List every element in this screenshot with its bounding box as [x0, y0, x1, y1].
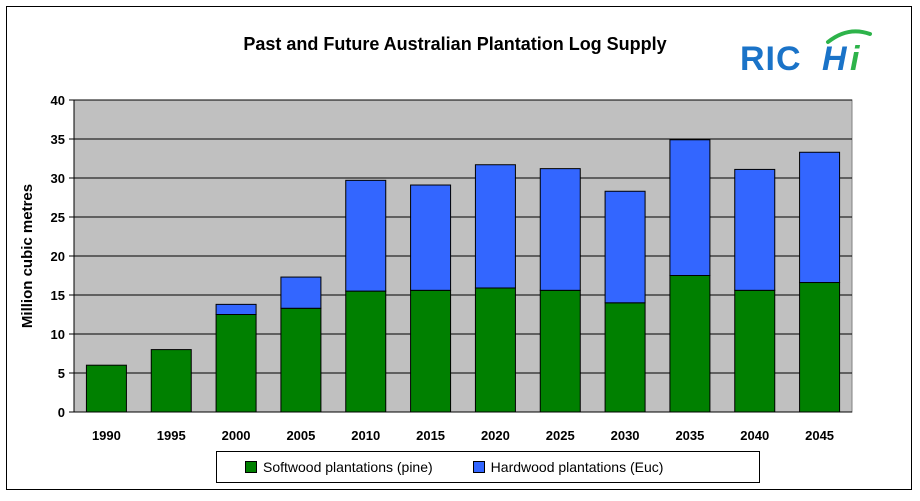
bar-hardwood — [799, 151, 841, 284]
y-tick-label: 35 — [51, 132, 65, 147]
y-tick-label: 0 — [58, 405, 65, 420]
x-tick-label: 1990 — [92, 428, 121, 443]
bar-hardwood — [539, 168, 581, 291]
svg-text:i: i — [850, 40, 861, 78]
legend-swatch-softwood — [245, 461, 257, 473]
x-tick-label: 2020 — [481, 428, 510, 443]
y-tick-label: 15 — [51, 288, 65, 303]
x-tick-label: 1995 — [157, 428, 186, 443]
y-tick-label: 20 — [51, 249, 65, 264]
chart-title: Past and Future Australian Plantation Lo… — [243, 34, 667, 54]
richi-logo: RIC H i — [740, 29, 872, 78]
legend-swatch-hardwood — [472, 461, 485, 473]
legend-label-softwood: Softwood plantations (pine) — [263, 459, 433, 475]
bar-hardwood — [280, 276, 322, 309]
y-tick-label: 10 — [51, 327, 65, 342]
svg-text:RIC: RIC — [740, 40, 802, 78]
chart-frame — [6, 6, 912, 490]
svg-text:H: H — [822, 40, 848, 78]
x-tick-label: 2005 — [286, 428, 315, 443]
bar-softwood — [669, 275, 711, 413]
bar-softwood — [215, 314, 257, 413]
bar-softwood — [345, 290, 387, 413]
bar-softwood — [604, 302, 646, 413]
bar-hardwood — [345, 179, 387, 292]
x-tick-label: 2040 — [740, 428, 769, 443]
bar-softwood — [280, 307, 322, 413]
bar-hardwood — [604, 190, 646, 304]
bar-hardwood — [669, 139, 711, 276]
x-tick-label: 2015 — [416, 428, 445, 443]
x-tick-label: 2030 — [611, 428, 640, 443]
legend: Softwood plantations (pine) Hardwood pla… — [216, 451, 760, 483]
bar-softwood — [85, 364, 127, 413]
bar-softwood — [799, 282, 841, 413]
bar-softwood — [539, 289, 581, 413]
x-tick-label: 2035 — [675, 428, 704, 443]
y-tick-label: 30 — [51, 171, 65, 186]
x-tick-label: 2010 — [351, 428, 380, 443]
legend-item-softwood: Softwood plantations (pine) — [245, 459, 433, 475]
y-tick-label: 5 — [58, 366, 65, 381]
bar-softwood — [410, 289, 452, 413]
bar-hardwood — [734, 168, 776, 291]
bar-hardwood — [215, 303, 257, 315]
y-tick-label: 40 — [51, 93, 65, 108]
x-tick-label: 2000 — [222, 428, 251, 443]
bar-hardwood — [474, 164, 516, 289]
x-tick-label: 2025 — [546, 428, 575, 443]
bar-hardwood — [410, 184, 452, 291]
legend-label-hardwood: Hardwood plantations (Euc) — [490, 459, 664, 475]
bar-softwood — [474, 287, 516, 413]
y-tick-label: 25 — [51, 210, 65, 225]
x-tick-label: 2045 — [805, 428, 834, 443]
legend-item-hardwood: Hardwood plantations (Euc) — [472, 459, 664, 475]
bar-softwood — [150, 349, 192, 413]
y-axis-label: Million cubic metres — [19, 184, 36, 328]
bar-softwood — [734, 289, 776, 413]
